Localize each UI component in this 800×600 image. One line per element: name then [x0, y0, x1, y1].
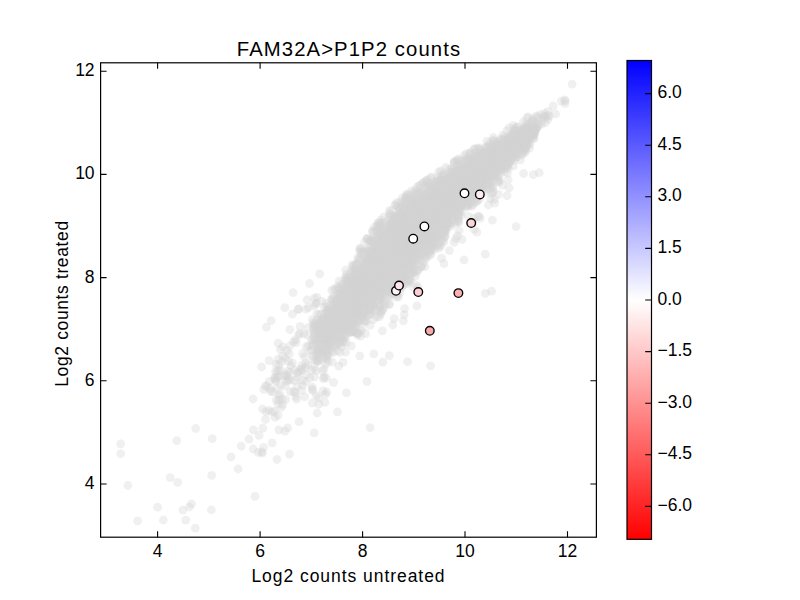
svg-text:FAM32A>P1P2 counts: FAM32A>P1P2 counts: [237, 38, 461, 60]
svg-text:10: 10: [455, 541, 475, 561]
svg-text:6: 6: [255, 541, 265, 561]
svg-text:4: 4: [85, 473, 95, 493]
svg-text:12: 12: [558, 541, 577, 561]
svg-text:0.0: 0.0: [658, 289, 683, 309]
svg-text:4: 4: [153, 541, 163, 561]
svg-text:−6.0: −6.0: [658, 495, 693, 515]
svg-text:−3.0: −3.0: [658, 392, 693, 412]
svg-text:12: 12: [75, 60, 94, 80]
svg-text:Log2 counts treated: Log2 counts treated: [52, 220, 72, 386]
svg-text:8: 8: [358, 541, 368, 561]
svg-text:1.5: 1.5: [658, 237, 682, 257]
svg-text:3.0: 3.0: [658, 185, 683, 205]
svg-text:4.5: 4.5: [658, 134, 682, 154]
svg-text:10: 10: [75, 163, 95, 183]
svg-text:Log2 counts untreated: Log2 counts untreated: [251, 566, 445, 586]
svg-text:−4.5: −4.5: [658, 443, 693, 463]
svg-text:6: 6: [85, 370, 95, 390]
svg-text:−1.5: −1.5: [658, 340, 693, 360]
svg-text:6.0: 6.0: [658, 82, 683, 102]
svg-text:8: 8: [85, 267, 95, 287]
